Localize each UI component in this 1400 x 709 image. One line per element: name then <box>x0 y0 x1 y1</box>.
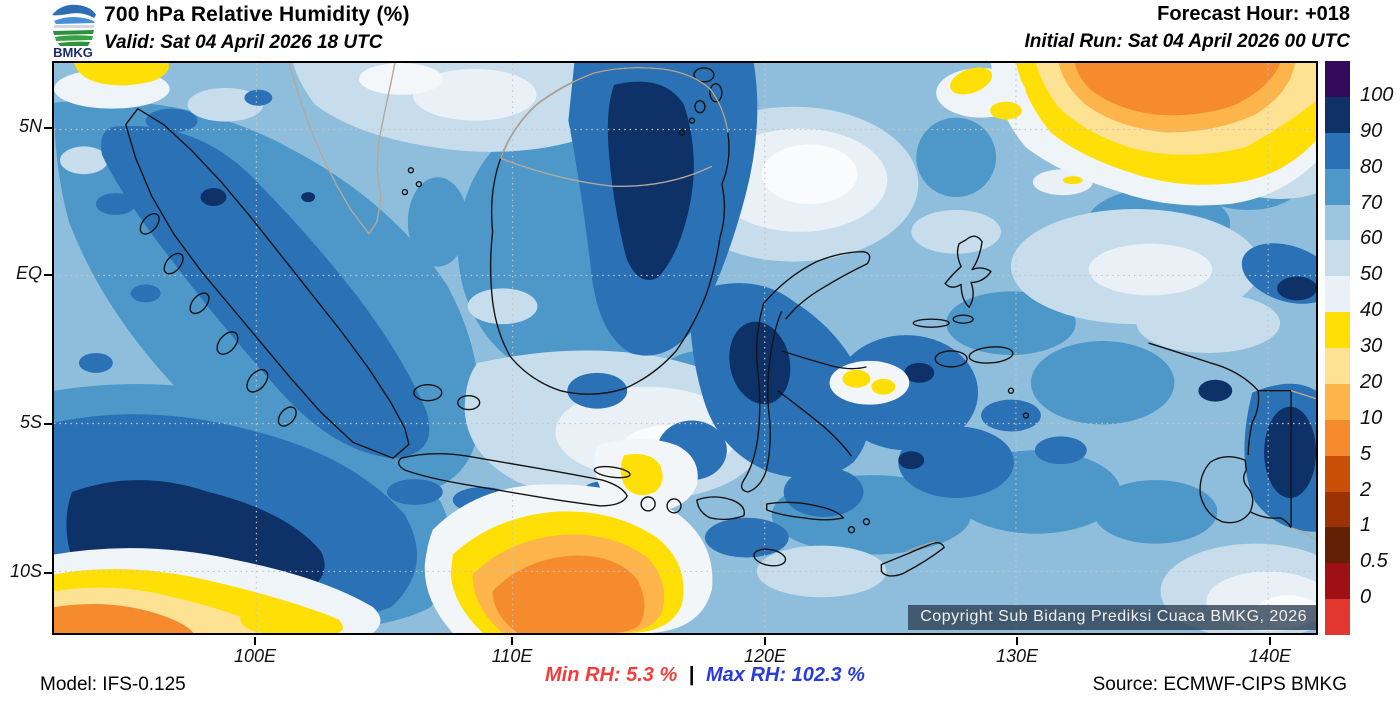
colorbar-segment <box>1325 204 1350 241</box>
lat-tick <box>44 127 52 129</box>
colorbar-segment <box>1325 383 1350 420</box>
colorbar-tick-label: 0.5 <box>1360 550 1388 573</box>
lon-label-100e: 100E <box>233 646 277 666</box>
lat-tick <box>44 572 52 574</box>
graticule-gridlines <box>54 63 1316 633</box>
run-info-block: Forecast Hour: +018 Initial Run: Sat 04 … <box>1024 3 1350 53</box>
dry-zone-south-java <box>424 484 713 633</box>
colorbar-segment <box>1325 455 1350 492</box>
lat-label-5s: 5S <box>19 412 42 432</box>
title-block: 700 hPa Relative Humidity (%) Valid: Sat… <box>104 3 410 54</box>
lon-tick <box>511 637 513 645</box>
lon-label-110e: 110E <box>491 646 533 666</box>
colorbar-segment <box>1325 348 1350 384</box>
lat-tick <box>44 423 52 425</box>
coastlines-foreign <box>288 63 1316 553</box>
map-canvas[interactable]: Copyright Sub Bidang Prediksi Cuaca BMKG… <box>52 61 1318 635</box>
colorbar-segment <box>1325 240 1350 277</box>
colorbar-segment <box>1325 419 1350 456</box>
colorbar-segment <box>1325 132 1350 169</box>
colorbar-tick-label: 50 <box>1360 263 1383 286</box>
rh-minmax: Min RH: 5.3 % | Max RH: 102.3 % <box>545 664 865 687</box>
lon-tick <box>1016 637 1018 645</box>
rh-separator: | <box>688 664 695 686</box>
colorbar-segment <box>1325 491 1350 528</box>
lat-label-5n: 5N <box>18 116 42 136</box>
dry-zone-banda <box>829 360 910 405</box>
logo-text: BMKG <box>53 45 93 59</box>
lon-label-140e: 140E <box>1248 646 1292 666</box>
colorbar-tick-label: 30 <box>1360 335 1383 357</box>
colorbar-segment <box>1325 563 1350 600</box>
colorbar-tick-label: 40 <box>1360 299 1383 322</box>
valid-time: Valid: Sat 04 April 2026 18 UTC <box>104 32 383 53</box>
copyright-badge: Copyright Sub Bidang Prediksi Cuaca BMKG… <box>908 605 1316 630</box>
lon-label-120e: 120E <box>743 646 787 666</box>
colorbar-tick-label: 100 <box>1360 83 1394 106</box>
dry-zone-top-left <box>73 63 170 86</box>
colorbar-tick-label: 0 <box>1360 586 1372 609</box>
lon-label-130e: 130E <box>995 646 1039 666</box>
logo-graphic <box>52 4 96 46</box>
forecast-hour: Forecast Hour: +018 <box>1157 3 1350 25</box>
max-rh-value: Max RH: 102.3 % <box>706 664 865 686</box>
contour-90-100 <box>66 81 1316 604</box>
lat-label-10s: 10S <box>9 561 42 581</box>
colorbar-segment <box>1325 96 1350 133</box>
colorbar-segment <box>1325 527 1350 564</box>
source-label: Source: ECMWF-CIPS BMKG <box>1092 674 1347 695</box>
colorbar-tick-label: 20 <box>1360 370 1383 393</box>
lon-tick <box>764 637 766 645</box>
coastlines-indonesia <box>125 66 1292 577</box>
colorbar-segment <box>1325 312 1350 348</box>
colorbar-segment <box>1325 168 1350 205</box>
lat-tick <box>44 274 52 276</box>
dry-zone-bottom-left <box>54 548 381 633</box>
colorbar-tick-label: 10 <box>1360 406 1383 429</box>
humidity-contour-map <box>54 63 1316 633</box>
colorbar-tick-label: 5 <box>1360 442 1372 465</box>
colorbar-tick-label: 2 <box>1360 478 1372 501</box>
page-title: 700 hPa Relative Humidity (%) <box>104 3 410 26</box>
colorbar-tick-label: 70 <box>1360 191 1383 214</box>
colorbar-tick-label: 80 <box>1360 155 1383 178</box>
colorbar-segment <box>1325 276 1350 313</box>
bmkg-logo: BMKG <box>52 4 96 59</box>
initial-run: Initial Run: Sat 04 April 2026 00 UTC <box>1024 31 1350 52</box>
min-rh-value: Min RH: 5.3 % <box>545 664 678 686</box>
colorbar-segment <box>1325 599 1350 635</box>
colorbar <box>1325 61 1350 635</box>
dry-zone-top-right <box>936 63 1316 206</box>
colorbar-tick-label: 60 <box>1360 227 1383 250</box>
colorbar-segment <box>1325 61 1350 97</box>
lon-tick <box>1269 637 1271 645</box>
colorbar-tick-label: 90 <box>1360 119 1383 142</box>
model-label: Model: IFS-0.125 <box>40 674 186 695</box>
lat-label-eq: EQ <box>15 263 42 283</box>
lon-tick <box>254 637 256 645</box>
colorbar-tick-label: 1 <box>1360 514 1372 537</box>
